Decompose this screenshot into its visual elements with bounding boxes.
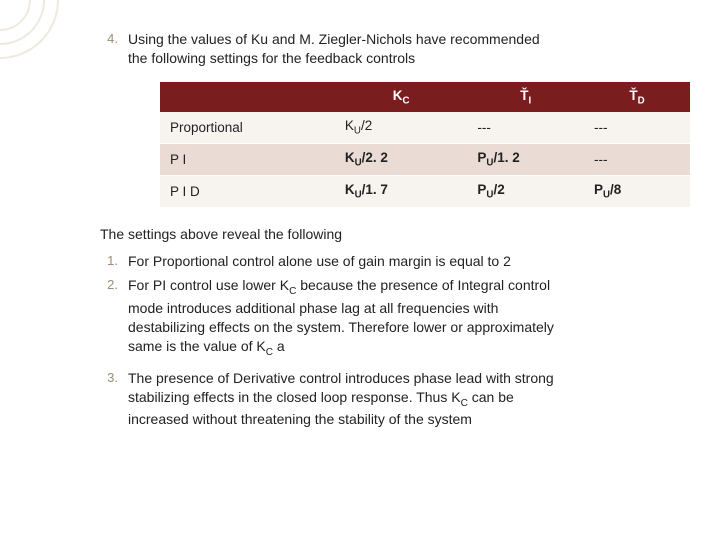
cell-ti: --- <box>467 112 584 143</box>
point-number: 2. <box>100 276 128 294</box>
intro-item: 4. Using the values of Ku and M. Ziegler… <box>100 30 670 68</box>
cell-ti: PU/1. 2 <box>467 144 584 176</box>
cell-kc: KU/2 <box>335 112 468 143</box>
cell-td: PU/8 <box>584 175 690 207</box>
intro-text: Using the values of Ku and M. Ziegler-Ni… <box>128 30 540 68</box>
point-3: 3. The presence of Derivative control in… <box>100 369 670 429</box>
cell-ti: PU/2 <box>467 175 584 207</box>
cell-td: --- <box>584 144 690 176</box>
intro-line-1: Using the values of Ku and M. Ziegler-Ni… <box>128 31 540 47</box>
settings-table-wrap: KC ŤI ŤD Proportional KU/2 --- --- P I K… <box>160 82 690 208</box>
point-2: 2. For PI control use lower KC because t… <box>100 276 670 359</box>
point-number: 1. <box>100 252 128 270</box>
table-header-row: KC ŤI ŤD <box>160 82 690 113</box>
cell-mode: P I D <box>160 175 335 207</box>
table-row: Proportional KU/2 --- --- <box>160 112 690 143</box>
cell-mode: P I <box>160 144 335 176</box>
cell-td: --- <box>584 112 690 143</box>
intro-number: 4. <box>100 30 128 48</box>
intro-line-2: the following settings for the feedback … <box>128 50 415 66</box>
reveal-heading: The settings above reveal the following <box>100 226 670 242</box>
table-body: Proportional KU/2 --- --- P I KU/2. 2 PU… <box>160 112 690 207</box>
slide-content: 4. Using the values of Ku and M. Ziegler… <box>0 0 720 455</box>
cell-kc: KU/1. 7 <box>335 175 468 207</box>
header-ti: ŤI <box>467 82 584 113</box>
table-row: P I KU/2. 2 PU/1. 2 --- <box>160 144 690 176</box>
point-1: 1. For Proportional control alone use of… <box>100 252 670 271</box>
header-blank <box>160 82 335 113</box>
settings-table: KC ŤI ŤD Proportional KU/2 --- --- P I K… <box>160 82 690 208</box>
point-number: 3. <box>100 369 128 387</box>
cell-mode: Proportional <box>160 112 335 143</box>
point-text: For PI control use lower KC because the … <box>128 276 554 359</box>
cell-kc: KU/2. 2 <box>335 144 468 176</box>
header-kc: KC <box>335 82 468 113</box>
header-td: ŤD <box>584 82 690 113</box>
table-row: P I D KU/1. 7 PU/2 PU/8 <box>160 175 690 207</box>
point-text: The presence of Derivative control intro… <box>128 369 554 429</box>
point-text: For Proportional control alone use of ga… <box>128 252 511 271</box>
